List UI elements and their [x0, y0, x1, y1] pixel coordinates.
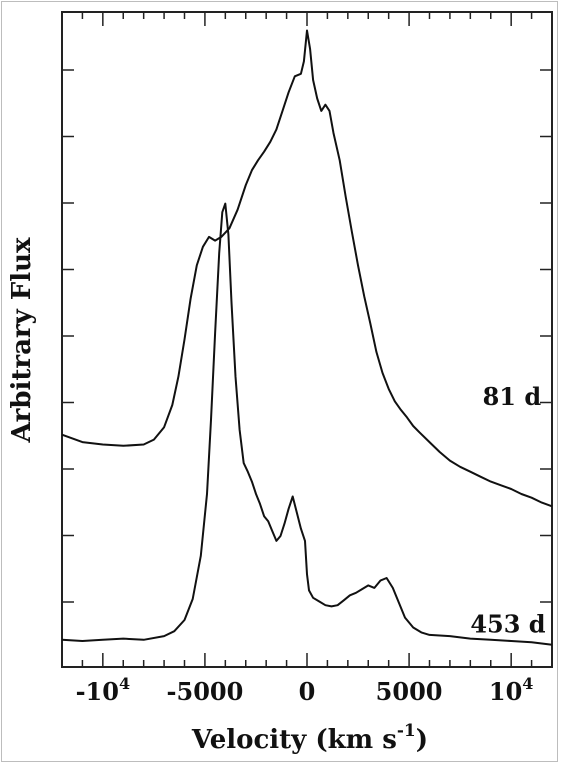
- x-tick-label: 5000: [376, 677, 443, 706]
- series-line-453d: [61, 202, 553, 646]
- series-line-81d: [61, 29, 553, 508]
- x-tick-label: -104: [76, 674, 131, 706]
- tick-marks: [61, 12, 553, 667]
- y-axis-title: Arbitrary Flux: [7, 237, 37, 444]
- x-tick-label: 0: [299, 677, 316, 706]
- x-tick-label: 104: [489, 674, 534, 706]
- curves: [61, 29, 553, 646]
- curve-label: 453 d: [470, 609, 545, 638]
- x-tick-labels: -104 -5000 0 5000 104: [76, 674, 534, 706]
- x-tick-label: -5000: [167, 677, 244, 706]
- curve-labels: 81 d 453 d: [470, 382, 545, 638]
- x-axis-title: Velocity (km s-1): [191, 721, 428, 755]
- curve-label: 81 d: [483, 382, 542, 411]
